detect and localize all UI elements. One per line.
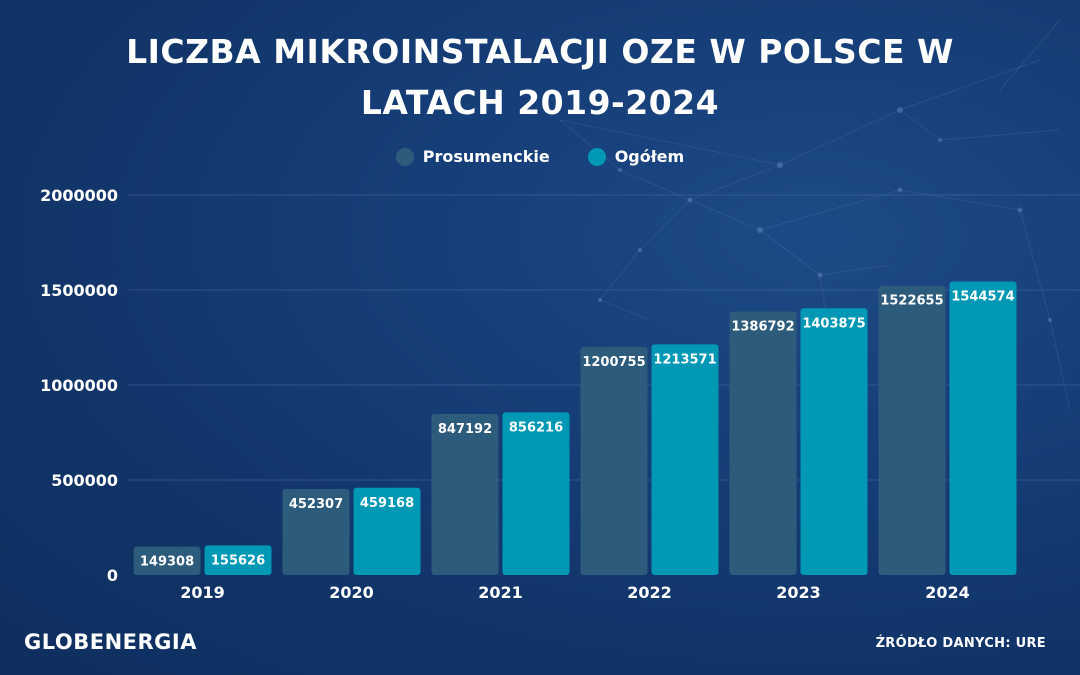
bar-ogolem-2022 [651, 344, 719, 575]
legend-item-prosumenckie: Prosumenckie [395, 147, 550, 166]
data-label: 1403875 [802, 316, 865, 331]
x-tick-label: 2024 [925, 583, 970, 602]
bar-prosumenckie-2019 [133, 546, 201, 575]
bar-prosumenckie-2024 [878, 285, 946, 575]
x-tick-label: 2019 [180, 583, 225, 602]
data-source-label: ŹRÓDŁO DANYCH: URE [875, 636, 1046, 651]
data-label: 847192 [438, 422, 492, 437]
bar-prosumenckie-2020 [282, 489, 350, 575]
bar-ogolem-2020 [353, 487, 421, 575]
data-label: 459168 [360, 496, 414, 511]
bar-ogolem-2024 [949, 281, 1017, 575]
y-tick-label: 1500000 [40, 281, 118, 300]
y-tick-label: 1000000 [40, 376, 118, 395]
chart-legend: Prosumenckie Ogółem [0, 147, 1080, 166]
data-label: 1213571 [653, 352, 716, 367]
globenergia-logo: GLOBENERGIA [24, 630, 197, 654]
y-tick-label: 2000000 [40, 186, 118, 205]
y-tick-label: 500000 [51, 471, 118, 490]
y-tick-label: 0 [107, 566, 118, 585]
legend-swatch-ogolem [587, 147, 606, 166]
data-label: 155626 [211, 553, 265, 568]
bar-ogolem-2019 [204, 545, 272, 575]
data-label: 1544574 [951, 290, 1014, 305]
chart-title: LICZBA MIKROINSTALACJI OZE W POLSCE W LA… [126, 32, 954, 122]
data-label: 1522655 [880, 294, 943, 309]
data-label: 452307 [289, 497, 343, 512]
bar-ogolem-2021 [502, 412, 570, 575]
bar-ogolem-2023 [800, 308, 868, 575]
data-label: 856216 [509, 420, 563, 435]
bar-prosumenckie-2023 [729, 311, 797, 575]
bar-prosumenckie-2022 [580, 346, 648, 575]
legend-swatch-prosumenckie [395, 147, 414, 166]
legend-label-prosumenckie: Prosumenckie [422, 147, 550, 166]
bar-prosumenckie-2021 [431, 414, 499, 575]
data-label: 149308 [140, 555, 194, 570]
data-label: 1200755 [582, 355, 645, 370]
x-tick-label: 2021 [478, 583, 523, 602]
data-label: 1386792 [731, 320, 794, 335]
x-tick-label: 2022 [627, 583, 672, 602]
legend-label-ogolem: Ogółem [614, 147, 685, 166]
legend-item-ogolem: Ogółem [587, 147, 685, 166]
x-tick-label: 2020 [329, 583, 374, 602]
x-tick-label: 2023 [776, 583, 821, 602]
